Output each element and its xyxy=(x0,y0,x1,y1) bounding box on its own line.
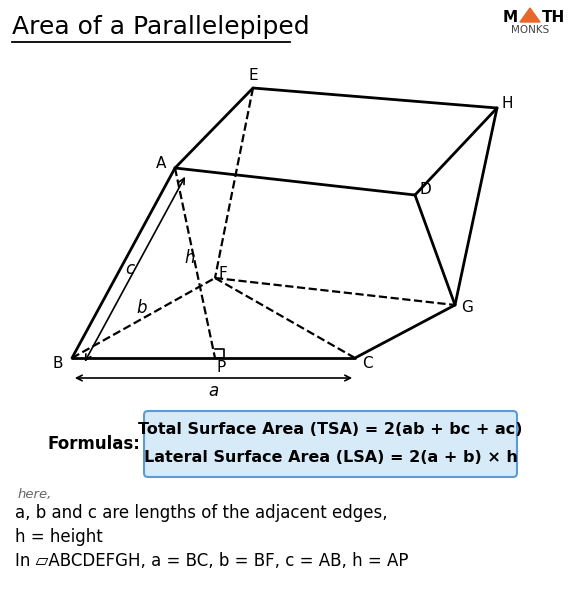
Text: B: B xyxy=(53,356,63,371)
Text: F: F xyxy=(218,265,227,280)
Text: b: b xyxy=(136,299,147,317)
Text: C: C xyxy=(362,355,372,370)
Text: In ▱ABCDEFGH, a = BC, b = BF, c = AB, h = AP: In ▱ABCDEFGH, a = BC, b = BF, c = AB, h … xyxy=(15,552,409,570)
Text: G: G xyxy=(461,301,473,316)
Text: here,: here, xyxy=(18,488,53,501)
Text: P: P xyxy=(216,361,225,376)
Text: A: A xyxy=(156,155,166,170)
Text: Area of a Parallelepiped: Area of a Parallelepiped xyxy=(12,15,310,39)
Text: h: h xyxy=(184,249,195,267)
Text: Total Surface Area (TSA) = 2(ab + bc + ac): Total Surface Area (TSA) = 2(ab + bc + a… xyxy=(138,422,523,437)
Polygon shape xyxy=(520,8,540,22)
Text: E: E xyxy=(248,68,258,83)
Text: a, b and c are lengths of the adjacent edges,: a, b and c are lengths of the adjacent e… xyxy=(15,504,388,522)
Text: c: c xyxy=(125,260,135,278)
Text: H: H xyxy=(501,95,513,110)
Text: Lateral Surface Area (LSA) = 2(a + b) × h: Lateral Surface Area (LSA) = 2(a + b) × … xyxy=(143,449,517,464)
Text: M: M xyxy=(503,10,518,25)
Text: MONKS: MONKS xyxy=(511,25,549,35)
FancyBboxPatch shape xyxy=(144,411,517,477)
Text: D: D xyxy=(419,182,431,197)
Text: a: a xyxy=(209,382,218,400)
Text: TH: TH xyxy=(542,10,565,25)
Text: Formulas:: Formulas: xyxy=(47,435,140,453)
Text: h = height: h = height xyxy=(15,528,103,546)
